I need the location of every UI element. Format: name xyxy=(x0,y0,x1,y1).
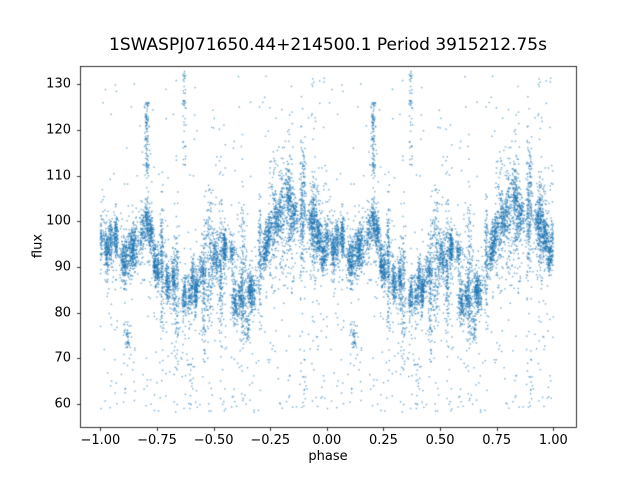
y-axis-label: flux xyxy=(30,233,46,259)
x-tick-label: 1.00 xyxy=(538,433,568,448)
x-tick-label: −0.75 xyxy=(137,433,177,448)
x-tick-label: −0.50 xyxy=(193,433,234,448)
y-tick-label: 60 xyxy=(54,396,71,412)
y-tick-label: 110 xyxy=(46,168,71,184)
y-tick-label: 90 xyxy=(54,259,71,275)
x-tick-label: −1.00 xyxy=(80,433,121,448)
x-tick-label: 0.25 xyxy=(369,433,398,448)
x-axis-label: phase xyxy=(308,449,348,464)
y-tick-label: 100 xyxy=(46,213,71,229)
x-tick-label: 0.50 xyxy=(425,433,455,448)
y-tick-label: 120 xyxy=(46,122,71,138)
x-tick-label: 0.00 xyxy=(312,433,342,448)
y-tick-label: 70 xyxy=(54,350,71,366)
x-tick-label: 0.75 xyxy=(482,433,512,448)
y-tick-label: 80 xyxy=(54,305,71,321)
chart-title: 1SWASPJ071650.44+214500.1 Period 3915212… xyxy=(109,35,547,55)
y-tick-label: 130 xyxy=(46,76,71,92)
x-tick-label: −0.25 xyxy=(250,433,291,448)
